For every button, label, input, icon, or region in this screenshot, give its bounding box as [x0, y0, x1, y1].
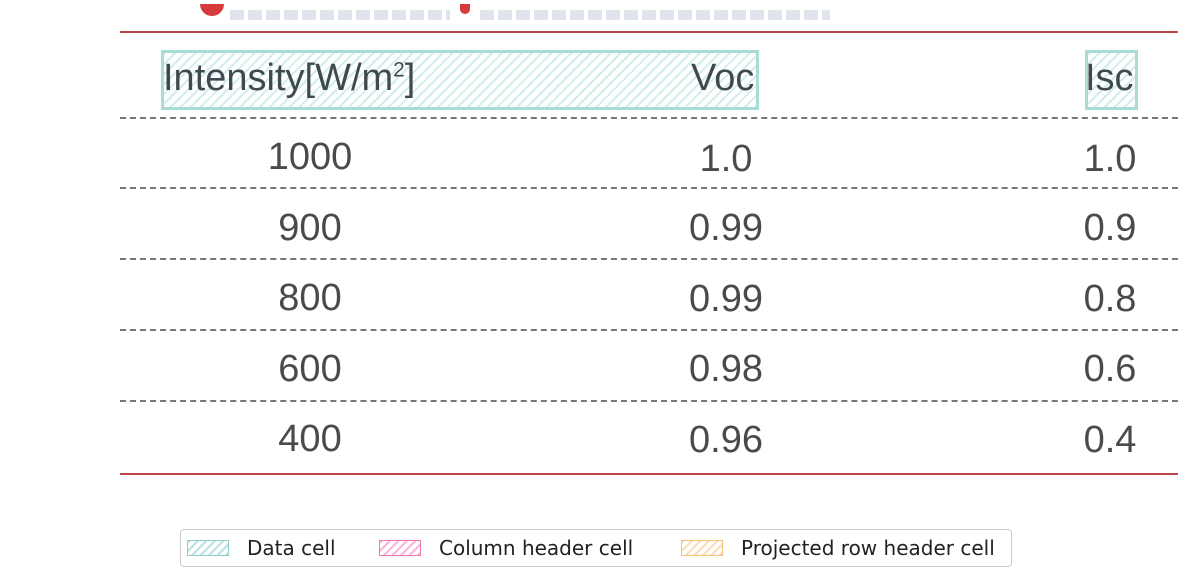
table-cell: 0.6	[1083, 348, 1137, 390]
row-divider	[120, 258, 1178, 260]
table-cell: 0.99	[689, 207, 763, 249]
row-divider	[120, 187, 1178, 189]
legend-item-data-cell: Data cell	[187, 530, 336, 566]
row-divider	[120, 400, 1178, 402]
legend-label: Column header cell	[439, 536, 634, 560]
data-cell-swatch	[187, 540, 229, 556]
table-cell: 400	[278, 418, 342, 460]
legend-item-column-header-cell: Column header cell	[379, 530, 633, 566]
table-cell: 0.4	[1083, 419, 1137, 461]
cropped-caption-mark	[460, 4, 470, 14]
column-header-isc: Isc	[1085, 57, 1134, 99]
cropped-caption-text	[230, 10, 450, 20]
table-cell: 600	[278, 348, 342, 390]
row-divider	[120, 329, 1178, 331]
legend-label: Projected row header cell	[741, 536, 995, 560]
table-cell: 1000	[267, 136, 353, 178]
table-cell: 0.9	[1083, 207, 1137, 249]
column-header-cell-swatch	[379, 540, 421, 556]
legend: Data cell Column header cell Projected r…	[180, 529, 1012, 567]
data-cell-annotation	[1085, 50, 1138, 110]
legend-item-projected-row-header-cell: Projected row header cell	[681, 530, 995, 566]
table-cell: 0.96	[689, 419, 763, 461]
table-bottom-rule	[120, 473, 1178, 475]
table-cell: 0.98	[689, 348, 763, 390]
row-divider	[120, 117, 1178, 119]
table-cell: 1.0	[699, 138, 753, 180]
projected-row-header-cell-swatch	[681, 540, 723, 556]
table-cell: 0.99	[689, 278, 763, 320]
table-cell: 0.8	[1083, 278, 1137, 320]
legend-label: Data cell	[247, 536, 336, 560]
data-cell-annotation	[161, 50, 759, 110]
table-cell: 900	[278, 207, 342, 249]
table-top-rule	[120, 31, 1178, 33]
column-header-voc: Voc	[691, 57, 755, 99]
table-cell: 800	[278, 277, 342, 319]
column-header-intensity: Intensity[W/m2]	[163, 57, 416, 99]
cropped-caption-strip	[170, 4, 830, 22]
cropped-caption-mark	[200, 4, 224, 16]
cropped-caption-text	[480, 10, 830, 20]
table-cell: 1.0	[1083, 138, 1137, 180]
